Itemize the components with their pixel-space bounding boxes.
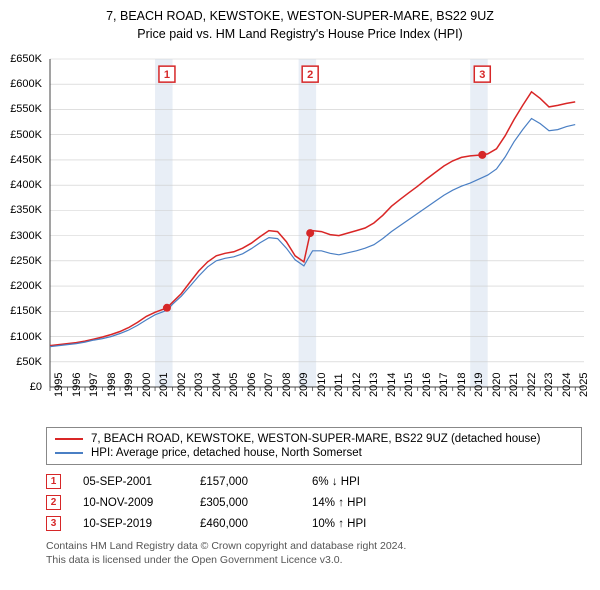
x-tick-label: 2016 (421, 373, 433, 397)
y-tick-label: £650K (0, 53, 42, 65)
legend-row: 7, BEACH ROAD, KEWSTOKE, WESTON-SUPER-MA… (55, 432, 573, 446)
x-tick-label: 2004 (211, 373, 223, 397)
y-tick-label: £550K (0, 103, 42, 115)
transactions-table: 1 05-SEP-2001 £157,000 6% ↓ HPI 2 10-NOV-2009… (46, 471, 582, 534)
x-tick-label: 2022 (526, 373, 538, 397)
x-tick-label: 2021 (508, 373, 520, 397)
x-tick-label: 2002 (176, 373, 188, 397)
y-tick-label: £0 (0, 381, 42, 393)
x-tick-label: 1996 (71, 373, 83, 397)
x-tick-label: 2006 (246, 373, 258, 397)
x-tick-label: 2000 (141, 373, 153, 397)
transaction-date: 10-NOV-2009 (83, 497, 178, 509)
x-tick-label: 2018 (456, 373, 468, 397)
transaction-row: 2 10-NOV-2009 £305,000 14% ↑ HPI (46, 492, 582, 513)
x-tick-label: 2019 (473, 373, 485, 397)
transaction-row: 1 05-SEP-2001 £157,000 6% ↓ HPI (46, 471, 582, 492)
x-tick-label: 2025 (578, 373, 590, 397)
y-tick-label: £450K (0, 154, 42, 166)
legend-row: HPI: Average price, detached house, Nort… (55, 446, 573, 460)
y-tick-label: £500K (0, 129, 42, 141)
y-tick-label: £300K (0, 230, 42, 242)
svg-text:3: 3 (479, 69, 485, 81)
x-tick-label: 2023 (543, 373, 555, 397)
legend: 7, BEACH ROAD, KEWSTOKE, WESTON-SUPER-MA… (46, 427, 582, 465)
legend-swatch (55, 452, 83, 454)
y-tick-label: £600K (0, 78, 42, 90)
y-tick-label: £200K (0, 280, 42, 292)
transaction-delta: 14% ↑ HPI (312, 497, 412, 509)
y-tick-label: £350K (0, 204, 42, 216)
x-tick-label: 2005 (228, 373, 240, 397)
x-tick-label: 1999 (123, 373, 135, 397)
transaction-marker: 3 (46, 516, 61, 531)
y-tick-label: £400K (0, 179, 42, 191)
x-tick-label: 1995 (53, 373, 65, 397)
x-tick-label: 2007 (263, 373, 275, 397)
x-tick-label: 2020 (491, 373, 503, 397)
chart: 123 £0£50K£100K£150K£200K£250K£300K£350K… (10, 51, 590, 421)
transaction-date: 10-SEP-2019 (83, 518, 178, 530)
svg-text:1: 1 (164, 69, 170, 81)
x-tick-label: 2001 (158, 373, 170, 397)
transaction-marker: 1 (46, 474, 61, 489)
svg-text:2: 2 (307, 69, 313, 81)
legend-label: 7, BEACH ROAD, KEWSTOKE, WESTON-SUPER-MA… (91, 433, 541, 445)
y-tick-label: £150K (0, 305, 42, 317)
transaction-price: £460,000 (200, 518, 290, 530)
x-tick-label: 2009 (298, 373, 310, 397)
title-block: 7, BEACH ROAD, KEWSTOKE, WESTON-SUPER-MA… (10, 8, 590, 43)
transaction-date: 05-SEP-2001 (83, 476, 178, 488)
transaction-row: 3 10-SEP-2019 £460,000 10% ↑ HPI (46, 513, 582, 534)
x-tick-label: 1998 (106, 373, 118, 397)
footer-line-1: Contains HM Land Registry data © Crown c… (46, 540, 582, 554)
x-tick-label: 2011 (333, 373, 345, 397)
x-tick-label: 2024 (561, 373, 573, 397)
legend-label: HPI: Average price, detached house, Nort… (91, 447, 362, 459)
transaction-price: £305,000 (200, 497, 290, 509)
x-tick-label: 2003 (193, 373, 205, 397)
y-tick-label: £250K (0, 255, 42, 267)
title-address: 7, BEACH ROAD, KEWSTOKE, WESTON-SUPER-MA… (10, 8, 590, 26)
transaction-delta: 6% ↓ HPI (312, 476, 412, 488)
y-tick-label: £100K (0, 331, 42, 343)
legend-swatch (55, 438, 83, 440)
y-tick-label: £50K (0, 356, 42, 368)
transaction-marker: 2 (46, 495, 61, 510)
transaction-price: £157,000 (200, 476, 290, 488)
x-tick-label: 2012 (351, 373, 363, 397)
x-tick-label: 2010 (316, 373, 328, 397)
x-tick-label: 2015 (403, 373, 415, 397)
x-tick-label: 2017 (438, 373, 450, 397)
chart-svg: 1 2 3 (10, 51, 590, 421)
x-tick-label: 2014 (386, 373, 398, 397)
footer-line-2: This data is licensed under the Open Gov… (46, 554, 582, 568)
chart-container: 7, BEACH ROAD, KEWSTOKE, WESTON-SUPER-MA… (0, 0, 600, 575)
title-subtitle: Price paid vs. HM Land Registry's House … (10, 26, 590, 44)
footer-note: Contains HM Land Registry data © Crown c… (46, 540, 582, 567)
x-tick-label: 2008 (281, 373, 293, 397)
transaction-delta: 10% ↑ HPI (312, 518, 412, 530)
x-tick-label: 1997 (88, 373, 100, 397)
x-tick-label: 2013 (368, 373, 380, 397)
